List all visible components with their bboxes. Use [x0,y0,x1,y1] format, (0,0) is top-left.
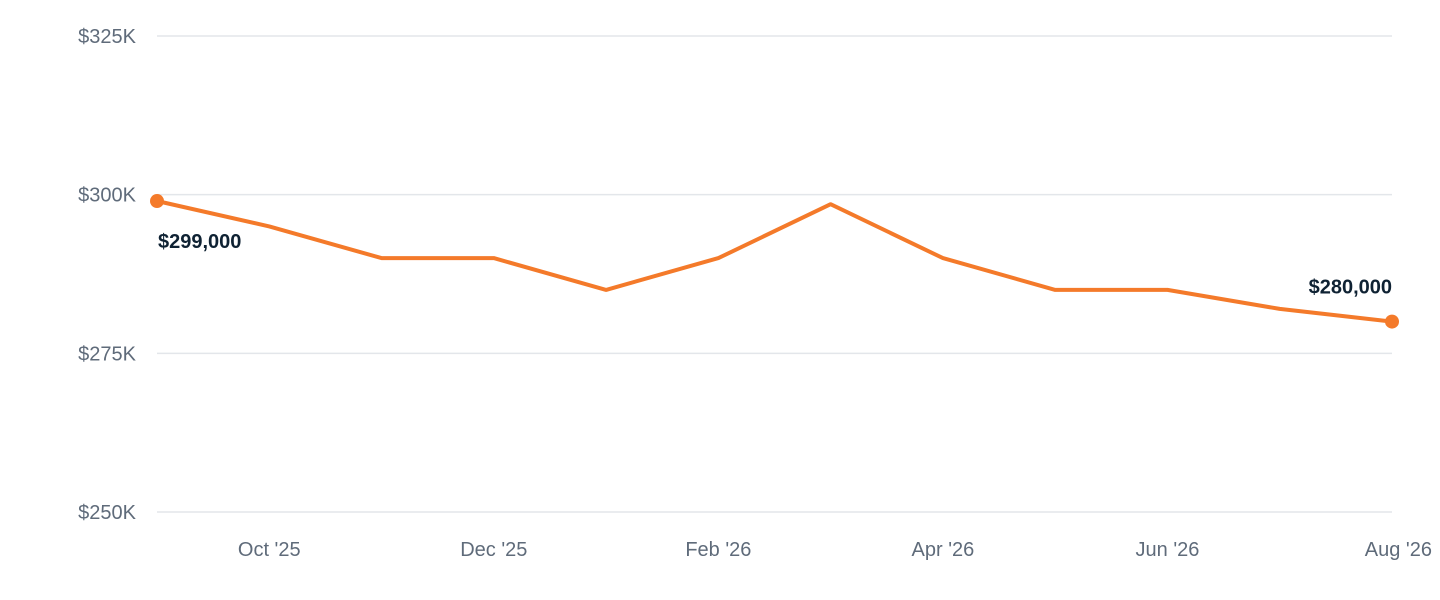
series-line [155,199,1394,324]
series-line-path [155,199,1394,324]
x-tick-label: Dec '25 [460,539,527,561]
data-points [150,194,1399,329]
x-tick-label: Apr '26 [912,539,975,561]
y-tick-label: $250K [78,502,136,524]
y-tick-label: $275K [78,343,136,365]
x-tick-label: Jun '26 [1136,539,1200,561]
gridlines [157,35,1392,513]
y-tick-label: $300K [78,185,136,207]
x-tick-label: Oct '25 [238,539,301,561]
data-label: $299,000 [158,231,241,253]
data-point-marker [150,194,164,209]
y-axis-tick-labels: $250K $275K $300K $325K [78,26,136,524]
x-tick-label: Feb '26 [685,539,751,561]
data-label: $280,000 [1309,277,1392,299]
x-axis-tick-labels: Oct '25 Dec '25 Feb '26 Apr '26 Jun '26 Aug '… [238,539,1432,561]
data-labels: $299,000 $280,000 [158,231,1392,299]
data-point-marker [1385,314,1399,329]
y-tick-label: $325K [78,26,136,48]
x-tick-label: Aug '26 [1365,539,1432,561]
